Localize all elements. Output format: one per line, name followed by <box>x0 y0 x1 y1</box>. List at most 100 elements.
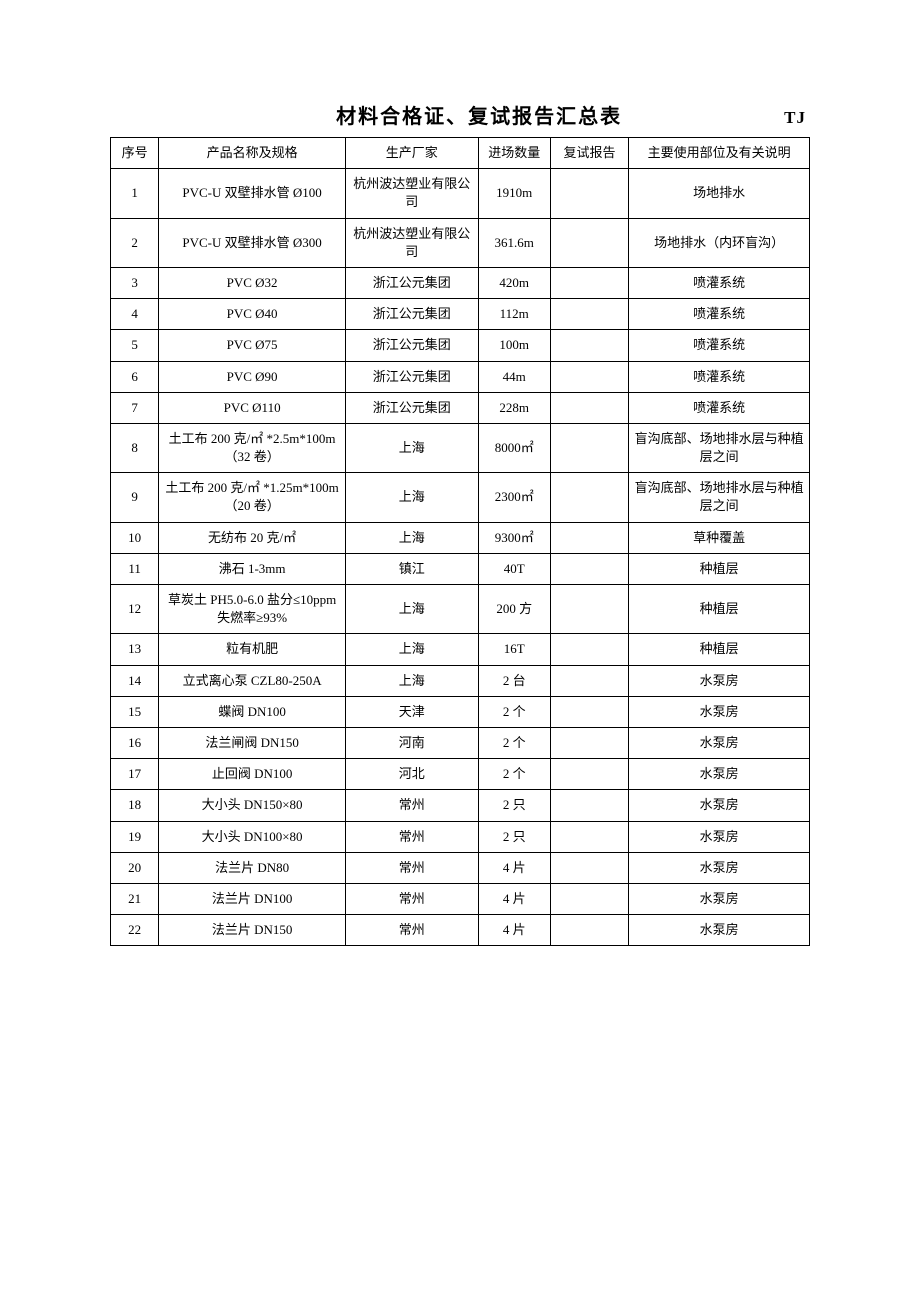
cell-mfr: 浙江公元集团 <box>346 299 479 330</box>
cell-usage: 水泵房 <box>629 821 810 852</box>
cell-name: 沸石 1-3mm <box>159 553 346 584</box>
cell-qty: 4 片 <box>478 915 550 946</box>
cell-qty: 2 台 <box>478 665 550 696</box>
cell-mfr: 浙江公元集团 <box>346 267 479 298</box>
cell-usage: 水泵房 <box>629 883 810 914</box>
cell-name: 蝶阀 DN100 <box>159 696 346 727</box>
cell-qty: 420m <box>478 267 550 298</box>
cell-name: PVC Ø32 <box>159 267 346 298</box>
cell-qty: 2 个 <box>478 727 550 758</box>
table-row: 16法兰闸阀 DN150河南2 个水泵房 <box>111 727 810 758</box>
cell-seq: 6 <box>111 361 159 392</box>
cell-usage: 草种覆盖 <box>629 522 810 553</box>
cell-retest <box>550 915 628 946</box>
table-row: 10无纺布 20 克/㎡上海9300㎡草种覆盖 <box>111 522 810 553</box>
table-row: 7PVC Ø110浙江公元集团228m喷灌系统 <box>111 392 810 423</box>
cell-mfr: 河北 <box>346 759 479 790</box>
table-row: 11沸石 1-3mm镇江40T种植层 <box>111 553 810 584</box>
cell-name: 法兰片 DN150 <box>159 915 346 946</box>
cell-usage: 种植层 <box>629 634 810 665</box>
cell-seq: 21 <box>111 883 159 914</box>
cell-name: PVC Ø110 <box>159 392 346 423</box>
cell-qty: 16T <box>478 634 550 665</box>
cell-retest <box>550 821 628 852</box>
cell-seq: 15 <box>111 696 159 727</box>
cell-mfr: 上海 <box>346 634 479 665</box>
cell-mfr: 杭州波达塑业有限公司 <box>346 218 479 267</box>
cell-mfr: 浙江公元集团 <box>346 392 479 423</box>
cell-seq: 16 <box>111 727 159 758</box>
cell-qty: 4 片 <box>478 852 550 883</box>
cell-name: 法兰片 DN80 <box>159 852 346 883</box>
cell-retest <box>550 790 628 821</box>
cell-name: 法兰片 DN100 <box>159 883 346 914</box>
cell-seq: 22 <box>111 915 159 946</box>
table-row: 15蝶阀 DN100天津2 个水泵房 <box>111 696 810 727</box>
cell-seq: 1 <box>111 169 159 218</box>
table-row: 18大小头 DN150×80常州2 只水泵房 <box>111 790 810 821</box>
cell-retest <box>550 330 628 361</box>
cell-retest <box>550 299 628 330</box>
cell-retest <box>550 759 628 790</box>
cell-seq: 5 <box>111 330 159 361</box>
doc-code: TJ <box>784 108 806 128</box>
cell-usage: 水泵房 <box>629 852 810 883</box>
cell-usage: 水泵房 <box>629 696 810 727</box>
cell-usage: 水泵房 <box>629 727 810 758</box>
table-row: 5PVC Ø75浙江公元集团100m喷灌系统 <box>111 330 810 361</box>
title-row: 材料合格证、复试报告汇总表 TJ <box>110 100 810 129</box>
table-row: 17止回阀 DN100河北2 个水泵房 <box>111 759 810 790</box>
cell-mfr: 上海 <box>346 473 479 522</box>
cell-usage: 喷灌系统 <box>629 361 810 392</box>
cell-retest <box>550 218 628 267</box>
cell-usage: 盲沟底部、场地排水层与种植层之间 <box>629 423 810 472</box>
cell-usage: 水泵房 <box>629 915 810 946</box>
cell-qty: 4 片 <box>478 883 550 914</box>
cell-mfr: 常州 <box>346 821 479 852</box>
table-row: 22法兰片 DN150常州4 片 水泵房 <box>111 915 810 946</box>
cell-retest <box>550 169 628 218</box>
cell-retest <box>550 361 628 392</box>
cell-name: 大小头 DN150×80 <box>159 790 346 821</box>
cell-name: 止回阀 DN100 <box>159 759 346 790</box>
cell-seq: 12 <box>111 585 159 634</box>
cell-seq: 13 <box>111 634 159 665</box>
header-name: 产品名称及规格 <box>159 138 346 169</box>
header-quantity: 进场数量 <box>478 138 550 169</box>
table-row: 4PVC Ø40浙江公元集团112m喷灌系统 <box>111 299 810 330</box>
cell-seq: 11 <box>111 553 159 584</box>
cell-mfr: 常州 <box>346 915 479 946</box>
cell-name: 土工布 200 克/㎡ *2.5m*100m（32 卷） <box>159 423 346 472</box>
cell-qty: 2300㎡ <box>478 473 550 522</box>
cell-qty: 40T <box>478 553 550 584</box>
cell-usage: 盲沟底部、场地排水层与种植层之间 <box>629 473 810 522</box>
cell-usage: 水泵房 <box>629 665 810 696</box>
cell-retest <box>550 473 628 522</box>
cell-usage: 水泵房 <box>629 759 810 790</box>
cell-seq: 2 <box>111 218 159 267</box>
cell-mfr: 杭州波达塑业有限公司 <box>346 169 479 218</box>
cell-usage: 喷灌系统 <box>629 267 810 298</box>
cell-qty: 200 方 <box>478 585 550 634</box>
cell-retest <box>550 634 628 665</box>
cell-usage: 种植层 <box>629 553 810 584</box>
page-title: 材料合格证、复试报告汇总表 <box>174 100 784 129</box>
cell-seq: 4 <box>111 299 159 330</box>
cell-qty: 112m <box>478 299 550 330</box>
cell-seq: 14 <box>111 665 159 696</box>
table-row: 2PVC-U 双壁排水管 Ø300杭州波达塑业有限公司361.6m场地排水（内环… <box>111 218 810 267</box>
cell-name: 草炭土 PH5.0-6.0 盐分≤10ppm 失燃率≥93% <box>159 585 346 634</box>
cell-qty: 9300㎡ <box>478 522 550 553</box>
cell-retest <box>550 267 628 298</box>
cell-mfr: 天津 <box>346 696 479 727</box>
cell-name: PVC Ø75 <box>159 330 346 361</box>
cell-retest <box>550 852 628 883</box>
cell-usage: 喷灌系统 <box>629 299 810 330</box>
cell-mfr: 常州 <box>346 883 479 914</box>
cell-usage: 场地排水（内环盲沟） <box>629 218 810 267</box>
cell-seq: 3 <box>111 267 159 298</box>
cell-mfr: 上海 <box>346 423 479 472</box>
cell-seq: 9 <box>111 473 159 522</box>
cell-retest <box>550 727 628 758</box>
cell-seq: 10 <box>111 522 159 553</box>
